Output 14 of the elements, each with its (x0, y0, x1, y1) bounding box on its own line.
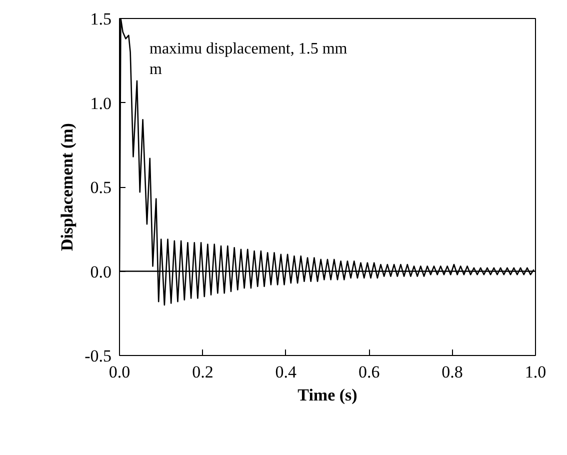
y-tick-label: 1.0 (90, 94, 112, 113)
y-axis-title: Displacement (m) (58, 123, 77, 251)
x-tick-label: 1.0 (524, 362, 546, 382)
x-tick-label: 0.8 (442, 362, 463, 382)
x-tick-label: 0.4 (275, 362, 298, 382)
x-tick-label: 0.6 (358, 362, 380, 382)
x-tick-label: 0.0 (108, 362, 130, 382)
x-axis-title: Time (s) (298, 386, 358, 404)
x-tick-label: 0.2 (192, 362, 214, 382)
annotation: maximu displacement, 1.5 mm m (150, 40, 348, 78)
y-tick-label: 0.0 (90, 262, 112, 282)
y-tick-label: 1.5 (90, 10, 112, 28)
y-tick-label: 0.5 (90, 178, 112, 197)
y-tick-label: -0.5 (84, 346, 112, 366)
